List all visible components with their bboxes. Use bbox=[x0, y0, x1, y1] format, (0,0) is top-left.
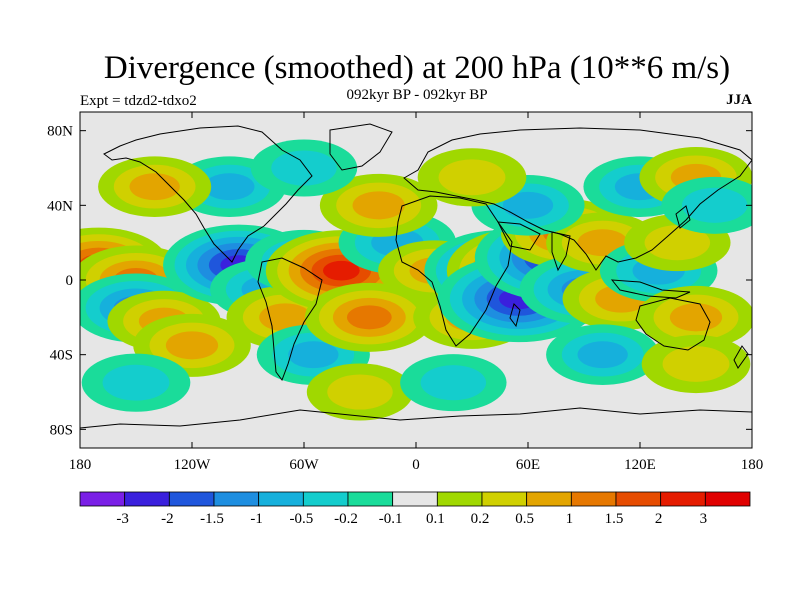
lon-tick-label: 120W bbox=[174, 457, 212, 473]
field-blob bbox=[577, 341, 628, 369]
colorbar-label: -0.5 bbox=[289, 511, 313, 527]
coastline-north-america bbox=[103, 125, 313, 263]
coastline-new-zealand bbox=[733, 345, 749, 369]
coastline-antarctica bbox=[80, 407, 752, 429]
colorbar-label: -2 bbox=[161, 511, 174, 527]
field-blob bbox=[662, 346, 730, 382]
lon-tick-label: 0 bbox=[412, 457, 420, 473]
axis-ticks: 180 120W 60W 0 60E 120E 180 80N 40N 0 40S 80S bbox=[47, 112, 763, 473]
lon-tick-label: 120E bbox=[624, 457, 656, 473]
field-blob bbox=[681, 187, 748, 223]
coastline-india bbox=[551, 231, 571, 272]
plot-title: Divergence (smoothed) at 200 hPa (10**6 … bbox=[103, 50, 731, 86]
field-blob bbox=[327, 374, 393, 410]
coastline-africa bbox=[395, 195, 513, 347]
divergence-field bbox=[80, 139, 752, 421]
colorbar-swatch bbox=[704, 491, 751, 507]
field-blob bbox=[129, 173, 180, 201]
coastline-madagascar bbox=[509, 303, 521, 328]
coastline-arabia bbox=[497, 221, 541, 251]
field-blob bbox=[644, 225, 711, 261]
field-blob bbox=[438, 159, 506, 196]
colorbar-swatch bbox=[302, 491, 349, 507]
field-blob bbox=[502, 191, 554, 219]
field-blob bbox=[271, 150, 337, 186]
colorbar-swatch bbox=[526, 491, 572, 507]
field-blob bbox=[165, 331, 219, 360]
field-blob bbox=[102, 364, 170, 401]
colorbar-label: -0.1 bbox=[379, 511, 403, 527]
colorbar: -3 -2 -1.5 -1 -0.5 -0.2 -0.1 0.1 0.2 0.5 1 1.5 2 3 bbox=[79, 491, 751, 527]
colorbar-label: 1 bbox=[566, 511, 574, 527]
colorbar-swatch bbox=[436, 491, 483, 507]
lat-tick-label: 0 bbox=[66, 273, 74, 289]
coastline-south-america bbox=[257, 257, 323, 382]
season-label: JJA bbox=[726, 92, 752, 108]
lon-tick-label: 180 bbox=[741, 457, 764, 473]
lon-tick-label: 60E bbox=[516, 457, 540, 473]
plot-subtitle: 092kyr BP - 092kyr BP bbox=[346, 87, 488, 103]
colorbar-label: -1 bbox=[250, 511, 263, 527]
colorbar-swatch bbox=[213, 491, 260, 507]
field-blob bbox=[323, 260, 360, 281]
colorbar-label: -3 bbox=[116, 511, 129, 527]
colorbar-label: 0.5 bbox=[515, 511, 534, 527]
coastline-japan bbox=[675, 205, 691, 229]
experiment-label: Expt = tdzd2-tdxo2 bbox=[80, 93, 197, 109]
lat-tick-label: 40N bbox=[47, 198, 73, 214]
field-blob bbox=[259, 303, 312, 332]
colorbar-swatch bbox=[481, 491, 528, 507]
lon-tick-label: 180 bbox=[69, 457, 92, 473]
colorbar-swatch bbox=[124, 491, 170, 507]
colorbar-label: 1.5 bbox=[605, 511, 624, 527]
colorbar-label: 3 bbox=[700, 511, 708, 527]
coastline-australia bbox=[635, 297, 711, 351]
colorbar-label: 2 bbox=[655, 511, 663, 527]
colorbar-label: -1.5 bbox=[200, 511, 224, 527]
lat-tick-label: 40S bbox=[50, 348, 73, 364]
colorbar-swatch bbox=[79, 491, 126, 507]
colorbar-swatch bbox=[347, 491, 394, 507]
coastline-greenland bbox=[329, 123, 393, 171]
coastlines bbox=[80, 123, 752, 429]
lat-tick-label: 80S bbox=[50, 422, 73, 438]
colorbar-swatch bbox=[392, 491, 438, 507]
coastline-eurasia bbox=[403, 127, 752, 271]
colorbar-label: 0.2 bbox=[471, 511, 490, 527]
field-blob bbox=[420, 365, 487, 401]
lat-tick-label: 80N bbox=[47, 124, 73, 140]
field-blob bbox=[346, 305, 392, 330]
field-blob bbox=[352, 191, 405, 220]
colorbar-swatch bbox=[168, 491, 215, 507]
colorbar-swatch bbox=[660, 491, 706, 507]
lon-tick-label: 60W bbox=[289, 457, 319, 473]
colorbar-label: 0.1 bbox=[426, 511, 445, 527]
field-blob bbox=[288, 341, 339, 369]
field-blob bbox=[669, 303, 723, 332]
field-blob bbox=[577, 229, 628, 257]
colorbar-swatch bbox=[615, 491, 662, 507]
coastline-indonesia bbox=[610, 279, 691, 299]
field-blob bbox=[204, 173, 255, 201]
colorbar-swatch bbox=[570, 491, 617, 507]
colorbar-label: -0.2 bbox=[334, 511, 358, 527]
colorbar-swatch bbox=[258, 491, 304, 507]
